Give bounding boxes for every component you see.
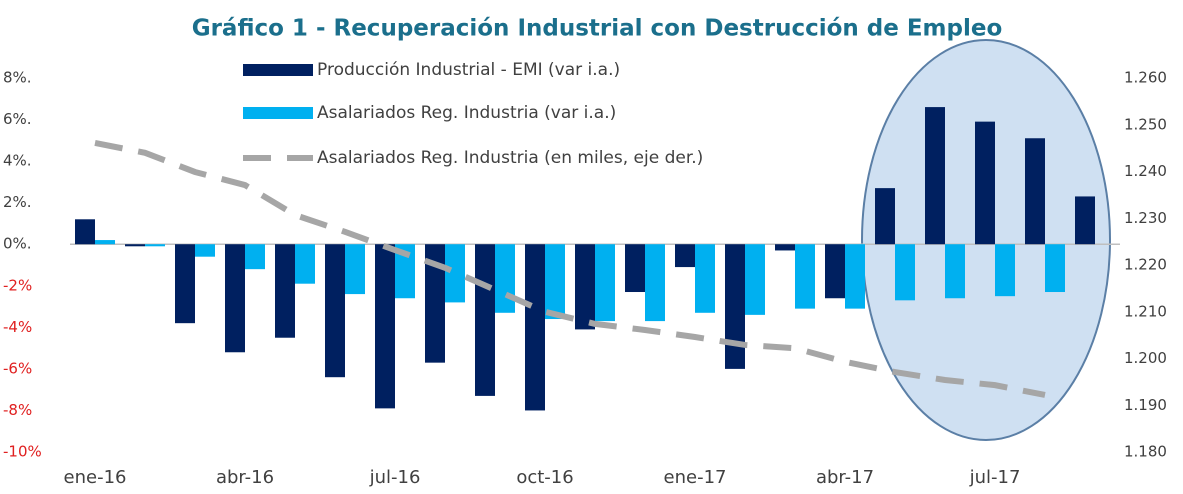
bar — [245, 244, 265, 270]
legend-swatch — [243, 64, 313, 76]
x-tick-label: ene-17 — [664, 467, 727, 488]
bar — [675, 244, 695, 268]
y-tick-label: 0%. — [3, 235, 32, 253]
y2-tick-label: 1.190 — [1124, 396, 1167, 414]
bar — [195, 244, 215, 257]
x-tick-label: jul-17 — [969, 467, 1021, 488]
bar — [645, 244, 665, 322]
x-tick-label: oct-16 — [516, 467, 573, 488]
bar — [775, 244, 795, 251]
bar — [795, 244, 815, 309]
y2-tick-label: 1.250 — [1124, 115, 1167, 133]
bar — [525, 244, 545, 411]
bar — [345, 244, 365, 295]
y2-tick-label: 1.230 — [1124, 209, 1167, 227]
bar — [1025, 138, 1045, 245]
legend-label: Asalariados Reg. Industria (en miles, ej… — [317, 148, 703, 168]
bar — [145, 244, 165, 247]
legend-swatch — [243, 107, 313, 119]
bar — [725, 244, 745, 369]
y2-tick-label: 1.180 — [1124, 443, 1167, 461]
bar — [375, 244, 395, 409]
x-tick-label: abr-17 — [816, 467, 874, 488]
bar — [695, 244, 715, 313]
y2-tick-label: 1.210 — [1124, 302, 1167, 320]
bar — [825, 244, 845, 299]
y-tick-label: -4% — [3, 318, 32, 336]
bar — [225, 244, 245, 353]
bar — [1075, 196, 1095, 245]
line — [94, 140, 1046, 398]
legend-label: Producción Industrial - EMI (var i.a.) — [317, 60, 620, 80]
bar — [1045, 244, 1065, 293]
y2-tick-label: 1.260 — [1124, 69, 1167, 87]
x-tick-label: abr-16 — [216, 467, 274, 488]
y-tick-label: -10% — [3, 443, 42, 461]
bar — [395, 244, 415, 299]
y-tick-label: -2% — [3, 276, 32, 294]
bar — [295, 244, 315, 284]
bar — [325, 244, 345, 378]
bar — [125, 244, 145, 247]
y-tick-label: 8%. — [3, 69, 32, 87]
bar — [875, 188, 895, 245]
bar — [495, 244, 515, 313]
bar — [275, 244, 295, 338]
legend-label: Asalariados Reg. Industria (var i.a.) — [317, 103, 616, 123]
bar — [895, 244, 915, 301]
y-tick-label: -6% — [3, 359, 32, 377]
y2-tick-label: 1.200 — [1124, 349, 1167, 367]
y-tick-label: -8% — [3, 401, 32, 419]
chart-title: Gráfico 1 - Recuperación Industrial con … — [192, 16, 1003, 42]
bar — [925, 107, 945, 245]
bar — [175, 244, 195, 324]
bar — [445, 244, 465, 303]
bar — [475, 244, 495, 396]
bar — [745, 244, 765, 315]
x-tick-label: ene-16 — [64, 467, 127, 488]
y2-tick-label: 1.220 — [1124, 256, 1167, 274]
bar — [425, 244, 445, 363]
bar — [575, 244, 595, 330]
bar — [75, 219, 95, 245]
bar — [945, 244, 965, 299]
x-tick-label: jul-16 — [369, 467, 421, 488]
y-tick-label: 6%. — [3, 110, 32, 128]
bar — [625, 244, 645, 293]
bar — [975, 121, 995, 245]
bar — [545, 244, 565, 320]
bar — [995, 244, 1015, 297]
y-tick-label: 4%. — [3, 152, 32, 170]
bar — [845, 244, 865, 309]
bar — [95, 240, 115, 245]
y-tick-label: 2%. — [3, 193, 32, 211]
y2-tick-label: 1.240 — [1124, 162, 1167, 180]
bar — [595, 244, 615, 322]
